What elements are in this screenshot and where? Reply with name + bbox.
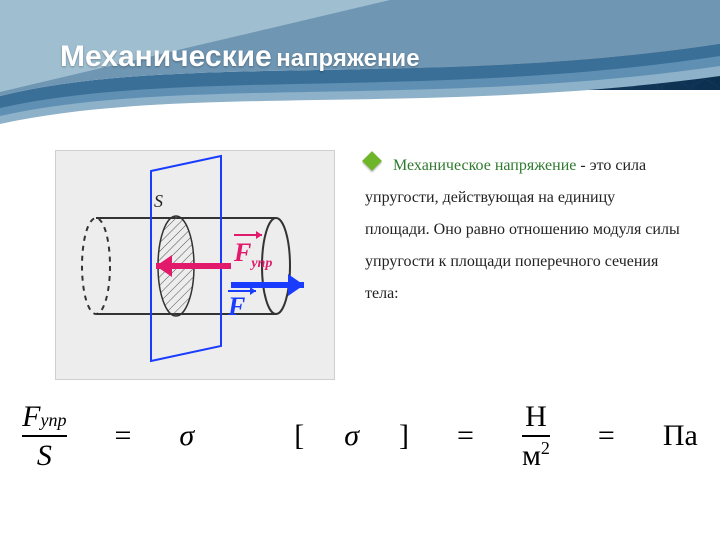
- term: Механическое напряжение: [393, 157, 576, 174]
- header-band: Механические напряжение: [0, 0, 720, 120]
- slide-title: Механические напряжение: [60, 40, 420, 74]
- title-word-1: Механические: [60, 40, 272, 73]
- bullet-icon: [362, 151, 382, 171]
- unit-den: м: [522, 439, 541, 472]
- sigma: σ: [179, 419, 194, 453]
- den-S: S: [37, 439, 52, 472]
- fraction-Fupr-over-S: Fупр S: [22, 400, 66, 472]
- formula-row: Fупр S = σ [ σ] = Н м2 = Па: [0, 400, 720, 472]
- definition-body: - это сила упругости, действующая на еди…: [365, 157, 680, 302]
- F-label: F: [227, 292, 245, 321]
- num-F: F: [22, 400, 40, 433]
- area-label: S: [154, 191, 163, 211]
- Fupr-sub: упр: [249, 256, 272, 271]
- sigma2: σ: [344, 419, 359, 453]
- equals-2: =: [457, 419, 474, 453]
- definition-text: Механическое напряжение - это сила упруг…: [335, 150, 720, 380]
- result-Pa: Па: [663, 419, 698, 453]
- bracket-close: ]: [399, 419, 409, 453]
- diagram-svg: S Fупр F: [56, 151, 336, 381]
- bracket-open: [: [294, 419, 304, 453]
- fraction-units: Н м2: [522, 400, 550, 472]
- num-sub: упр: [41, 410, 67, 430]
- svg-text:Fупр: Fупр: [233, 238, 272, 271]
- unit-den-exp: 2: [541, 438, 550, 458]
- Fupr-label: F: [233, 238, 251, 267]
- equals-3: =: [598, 419, 615, 453]
- title-word-2: напряжение: [276, 45, 419, 72]
- cylinder-diagram: S Fупр F: [55, 150, 335, 380]
- unit-num: Н: [525, 400, 547, 433]
- equals-1: =: [115, 419, 132, 453]
- content-row: S Fупр F Механическое напря: [0, 150, 720, 380]
